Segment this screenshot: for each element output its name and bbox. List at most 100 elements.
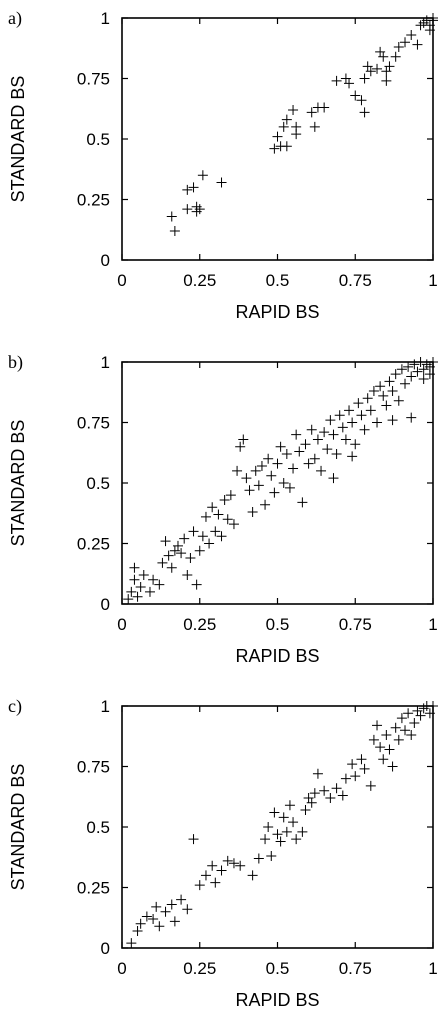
data-point xyxy=(396,713,407,724)
y-tick-label: 0 xyxy=(101,251,110,270)
data-point xyxy=(300,439,311,450)
data-point xyxy=(194,545,205,556)
data-point xyxy=(309,453,320,464)
data-point xyxy=(409,717,420,728)
y-tick-label: 1 xyxy=(101,9,110,28)
data-point xyxy=(415,710,426,721)
data-point xyxy=(384,744,395,755)
data-point xyxy=(387,386,398,397)
y-tick-label: 1 xyxy=(101,697,110,716)
data-point xyxy=(166,211,177,222)
data-point xyxy=(222,855,233,866)
data-point xyxy=(166,562,177,573)
chart-panel-3: c) 0 0.25 0.5 0.75 1 0 0.25 0.5 0.75 1 RAPID BS STAN… xyxy=(8,696,438,1010)
data-point xyxy=(288,817,299,828)
data-point xyxy=(194,204,205,215)
data-point xyxy=(263,453,274,464)
data-point xyxy=(378,51,389,62)
data-point xyxy=(141,911,152,922)
data-point xyxy=(132,591,143,602)
data-point xyxy=(241,473,252,484)
data-point xyxy=(303,458,314,469)
data-point xyxy=(365,780,376,791)
data-point xyxy=(204,538,215,549)
data-point xyxy=(160,536,171,547)
x-tick-label: 0 xyxy=(117,615,126,634)
data-point xyxy=(185,553,196,564)
y-tick-label: 0.5 xyxy=(86,818,110,837)
x-tick-label: 0.5 xyxy=(266,615,290,634)
data-point xyxy=(375,742,386,753)
data-point xyxy=(347,417,358,428)
data-point xyxy=(312,434,323,445)
data-point xyxy=(372,417,383,428)
data-point xyxy=(225,490,236,501)
data-point xyxy=(284,800,295,811)
y-tick-label: 0.25 xyxy=(77,535,110,554)
data-point xyxy=(319,102,330,113)
data-point xyxy=(263,822,274,832)
y-axis-title: STANDARD BS xyxy=(8,76,28,203)
x-axis-title: RAPID BS xyxy=(235,302,319,322)
data-point xyxy=(216,531,227,542)
data-point xyxy=(176,894,187,905)
data-point xyxy=(340,434,351,445)
data-point xyxy=(288,463,299,474)
data-point xyxy=(306,424,317,435)
data-point xyxy=(400,378,411,389)
data-point xyxy=(309,121,320,132)
data-point xyxy=(188,834,199,845)
data-point xyxy=(154,579,165,590)
data-point xyxy=(232,465,243,476)
data-point xyxy=(390,369,401,380)
data-point xyxy=(337,790,348,801)
data-point xyxy=(378,754,389,765)
data-point xyxy=(294,446,305,457)
data-point xyxy=(424,369,435,380)
x-tick-label: 0.75 xyxy=(339,615,372,634)
data-point xyxy=(250,465,261,476)
data-point xyxy=(325,415,336,426)
data-point xyxy=(418,373,429,384)
data-point xyxy=(148,913,159,924)
data-point xyxy=(151,901,162,912)
data-point xyxy=(393,734,404,745)
x-tick-label: 1 xyxy=(428,959,437,978)
data-point xyxy=(393,42,404,53)
data-point xyxy=(331,783,342,794)
data-point xyxy=(182,569,193,580)
data-point xyxy=(319,427,330,438)
data-point xyxy=(275,441,286,452)
data-point xyxy=(275,141,286,152)
data-point xyxy=(350,439,361,450)
data-point xyxy=(381,400,392,411)
data-point xyxy=(194,880,205,891)
data-point xyxy=(375,381,386,392)
data-point xyxy=(260,834,271,845)
data-point xyxy=(284,482,295,493)
data-point xyxy=(409,359,420,370)
data-point xyxy=(182,204,193,215)
data-point xyxy=(210,877,221,888)
data-point xyxy=(312,768,323,779)
data-point xyxy=(138,569,149,580)
data-point xyxy=(365,66,376,77)
data-point xyxy=(132,926,143,937)
y-tick-label: 0.25 xyxy=(77,879,110,898)
data-point xyxy=(148,574,159,585)
data-point xyxy=(350,90,361,101)
data-point xyxy=(129,574,140,585)
data-point xyxy=(210,526,221,537)
data-point xyxy=(319,785,330,796)
data-point xyxy=(356,95,367,106)
data-point xyxy=(278,121,289,132)
x-tick-label: 0.25 xyxy=(183,959,216,978)
data-point xyxy=(328,429,339,440)
y-tick-label: 0 xyxy=(101,939,110,958)
x-tick-label: 0.25 xyxy=(183,615,216,634)
data-point xyxy=(291,121,302,132)
data-point xyxy=(340,773,351,784)
data-point xyxy=(428,357,438,367)
data-point xyxy=(200,870,211,881)
